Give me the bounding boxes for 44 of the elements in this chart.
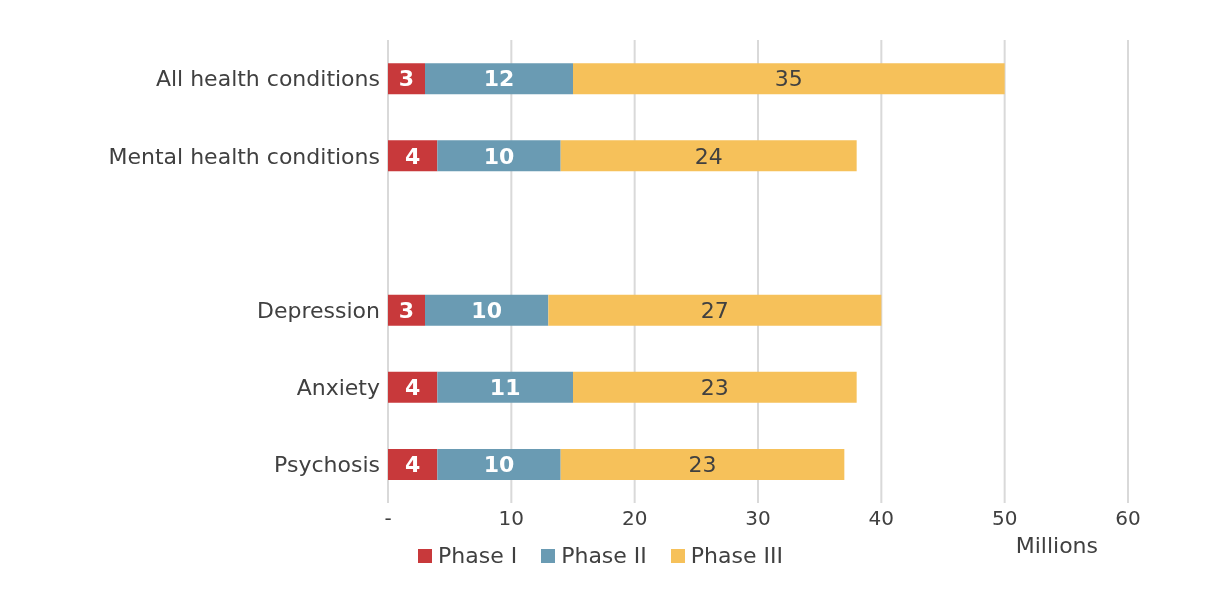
legend-label: Phase II bbox=[560, 543, 647, 568]
x-tick-label: 10 bbox=[498, 506, 525, 531]
x-tick-label: 60 bbox=[1115, 506, 1141, 531]
bar bbox=[560, 140, 857, 172]
data-label: 4 bbox=[405, 452, 421, 478]
legend-label: Phase III bbox=[689, 543, 783, 568]
bar bbox=[437, 371, 573, 403]
x-tick-label: 50 bbox=[991, 506, 1018, 531]
y-tick-label: All health conditions bbox=[155, 66, 380, 92]
bar bbox=[425, 294, 549, 326]
data-label: 23 bbox=[688, 452, 717, 478]
y-tick-label: Depression bbox=[257, 297, 380, 323]
data-label: 12 bbox=[483, 66, 515, 92]
data-label: 4 bbox=[405, 143, 421, 169]
y-tick-label: Mental health conditions bbox=[108, 143, 380, 169]
bar bbox=[388, 140, 438, 172]
x-tick-label: 40 bbox=[868, 506, 895, 531]
data-label: 3 bbox=[398, 297, 415, 323]
bar bbox=[573, 371, 857, 403]
data-label: 23 bbox=[700, 375, 729, 401]
x-tick-label: - bbox=[384, 506, 392, 531]
bar bbox=[388, 371, 438, 403]
bar bbox=[437, 448, 561, 480]
bar bbox=[437, 140, 561, 172]
bar bbox=[548, 294, 882, 326]
data-label: 10 bbox=[483, 143, 515, 169]
x-tick-label: 20 bbox=[621, 506, 648, 531]
data-label: 35 bbox=[774, 66, 803, 92]
y-tick-label: Psychosis bbox=[274, 452, 380, 478]
data-label: 24 bbox=[694, 143, 723, 169]
x-axis-title: Millions bbox=[1015, 533, 1098, 558]
bar bbox=[560, 448, 845, 480]
x-tick-label: 30 bbox=[745, 506, 771, 531]
data-label: 3 bbox=[398, 66, 415, 92]
data-label: 27 bbox=[700, 297, 729, 323]
data-label: 4 bbox=[405, 375, 421, 401]
bar bbox=[388, 448, 438, 480]
data-label: 10 bbox=[471, 297, 502, 323]
data-label: 11 bbox=[489, 375, 521, 401]
bar bbox=[573, 63, 1005, 95]
y-tick-label: Anxiety bbox=[296, 375, 380, 401]
bar bbox=[425, 63, 573, 95]
data-label: 10 bbox=[483, 452, 515, 478]
legend-label: Phase I bbox=[437, 543, 518, 568]
